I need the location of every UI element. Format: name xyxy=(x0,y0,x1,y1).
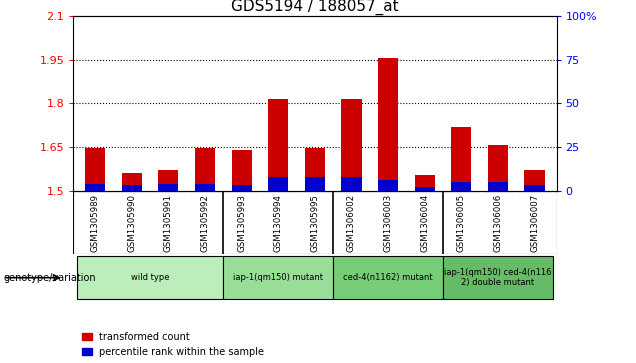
Bar xyxy=(305,177,325,191)
Legend: transformed count, percentile rank within the sample: transformed count, percentile rank withi… xyxy=(78,328,268,360)
Bar xyxy=(451,127,471,191)
Bar xyxy=(158,170,179,191)
Text: GSM1305995: GSM1305995 xyxy=(310,194,319,252)
Bar xyxy=(443,256,553,299)
Bar xyxy=(415,175,435,191)
Bar xyxy=(378,58,398,191)
Bar xyxy=(85,148,105,191)
Bar xyxy=(488,182,508,191)
Bar xyxy=(415,187,435,191)
Text: ced-4(n1162) mutant: ced-4(n1162) mutant xyxy=(343,273,433,282)
Bar xyxy=(77,256,223,299)
Bar xyxy=(121,185,142,191)
Text: GSM1305992: GSM1305992 xyxy=(200,194,209,252)
Text: GSM1306002: GSM1306002 xyxy=(347,194,356,252)
Bar xyxy=(342,99,361,191)
Text: GSM1305993: GSM1305993 xyxy=(237,194,246,252)
Bar xyxy=(268,177,288,191)
Bar xyxy=(305,148,325,191)
Bar xyxy=(158,184,179,191)
Text: GSM1306007: GSM1306007 xyxy=(530,194,539,252)
Bar xyxy=(195,148,215,191)
Bar xyxy=(223,256,333,299)
Text: GSM1306005: GSM1306005 xyxy=(457,194,466,252)
Bar xyxy=(232,185,252,191)
Text: GSM1305989: GSM1305989 xyxy=(90,194,100,252)
Bar xyxy=(451,182,471,191)
Text: GSM1305991: GSM1305991 xyxy=(164,194,173,252)
Bar xyxy=(121,172,142,191)
Text: GSM1305994: GSM1305994 xyxy=(273,194,282,252)
Text: genotype/variation: genotype/variation xyxy=(3,273,96,283)
Bar xyxy=(488,145,508,191)
Bar xyxy=(378,180,398,191)
Text: iap-1(qm150) ced-4(n116
2) double mutant: iap-1(qm150) ced-4(n116 2) double mutant xyxy=(444,268,551,287)
Bar xyxy=(195,184,215,191)
Bar xyxy=(232,151,252,191)
Bar xyxy=(85,184,105,191)
Text: GSM1306006: GSM1306006 xyxy=(494,194,502,252)
Bar xyxy=(525,170,544,191)
Text: GSM1306004: GSM1306004 xyxy=(420,194,429,252)
Bar xyxy=(342,177,361,191)
Text: GSM1305990: GSM1305990 xyxy=(127,194,136,252)
Title: GDS5194 / 188057_at: GDS5194 / 188057_at xyxy=(231,0,399,15)
Bar xyxy=(268,99,288,191)
Bar xyxy=(525,185,544,191)
Text: wild type: wild type xyxy=(131,273,169,282)
Text: GSM1306003: GSM1306003 xyxy=(384,194,392,252)
Text: iap-1(qm150) mutant: iap-1(qm150) mutant xyxy=(233,273,323,282)
Bar xyxy=(333,256,443,299)
